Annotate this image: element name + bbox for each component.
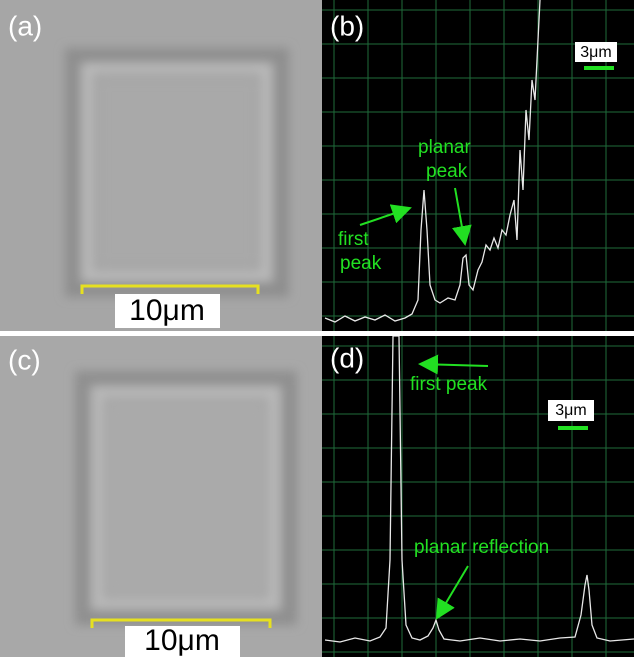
annotation: first peak: [410, 374, 488, 395]
panel-label: (a): [8, 10, 42, 41]
panel-label: (c): [8, 344, 41, 375]
grid: [322, 0, 634, 331]
annotation: first: [338, 229, 369, 250]
panel-c: 10μm (c): [0, 336, 322, 657]
panel-b: (b) 3μm first peak planar peak: [322, 0, 634, 331]
annotation: planar: [418, 137, 471, 158]
scale-bar-label: 10μm: [129, 294, 205, 327]
panel-d: (d) first peak 3μm planar reflection: [322, 336, 634, 657]
scale-bar-label: 3μm: [580, 44, 611, 61]
scale-bar-label: 3μm: [555, 402, 586, 419]
scale-bar-label: 10μm: [144, 624, 220, 657]
panel-a: 10μm (a): [0, 0, 322, 331]
annotation: peak: [426, 161, 468, 182]
grid: [322, 336, 634, 657]
panel-label: (d): [330, 342, 364, 373]
annotation: peak: [340, 253, 382, 274]
annotation: planar reflection: [414, 537, 549, 558]
panel-label: (b): [330, 10, 364, 41]
